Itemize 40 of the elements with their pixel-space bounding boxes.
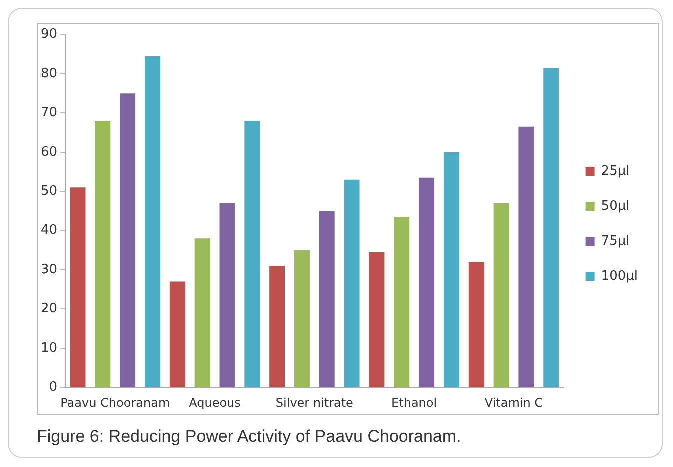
y-tick-label: 50 <box>40 184 58 199</box>
legend-label: 50µl <box>601 198 630 214</box>
y-tick-label: 40 <box>40 223 58 238</box>
x-tick-label: Ethanol <box>392 396 438 410</box>
y-tick-label: 10 <box>40 340 58 356</box>
bar <box>170 282 186 388</box>
legend-label: 25µl <box>601 164 630 179</box>
bar <box>518 126 534 388</box>
legend-label: 100µl <box>601 268 638 284</box>
bar <box>70 188 86 388</box>
x-tick-label: Vitamin C <box>484 396 544 410</box>
bar <box>369 252 385 388</box>
bar <box>270 266 286 388</box>
bar <box>444 152 460 388</box>
bar <box>244 121 260 388</box>
bar <box>294 250 310 388</box>
y-tick-label: 0 <box>49 380 58 395</box>
y-tick-label: 30 <box>40 262 58 278</box>
legend-label: 75µl <box>601 234 630 249</box>
y-tick-label: 60 <box>40 144 58 160</box>
y-tick-label: 70 <box>40 106 58 121</box>
bar <box>120 94 136 388</box>
x-tick-label: Aqueous <box>189 396 241 410</box>
x-tick-label: Paavu Chooranam <box>60 396 170 410</box>
bar <box>544 68 560 388</box>
bar <box>220 203 236 388</box>
bar <box>344 180 360 388</box>
y-tick-label: 90 <box>40 27 58 42</box>
y-tick-label: 20 <box>40 302 58 317</box>
x-tick-label: Silver nitrate <box>276 396 354 410</box>
bar <box>394 217 410 388</box>
bar <box>194 238 210 388</box>
y-tick-label: 80 <box>40 66 58 82</box>
bar <box>419 178 435 388</box>
bar <box>468 262 484 388</box>
bar <box>145 56 160 388</box>
text: Figure 6: Reducing Power Activity of Paavu Chooranam. <box>37 427 462 447</box>
bar <box>95 121 111 388</box>
bar <box>494 203 510 388</box>
bar <box>319 211 335 388</box>
